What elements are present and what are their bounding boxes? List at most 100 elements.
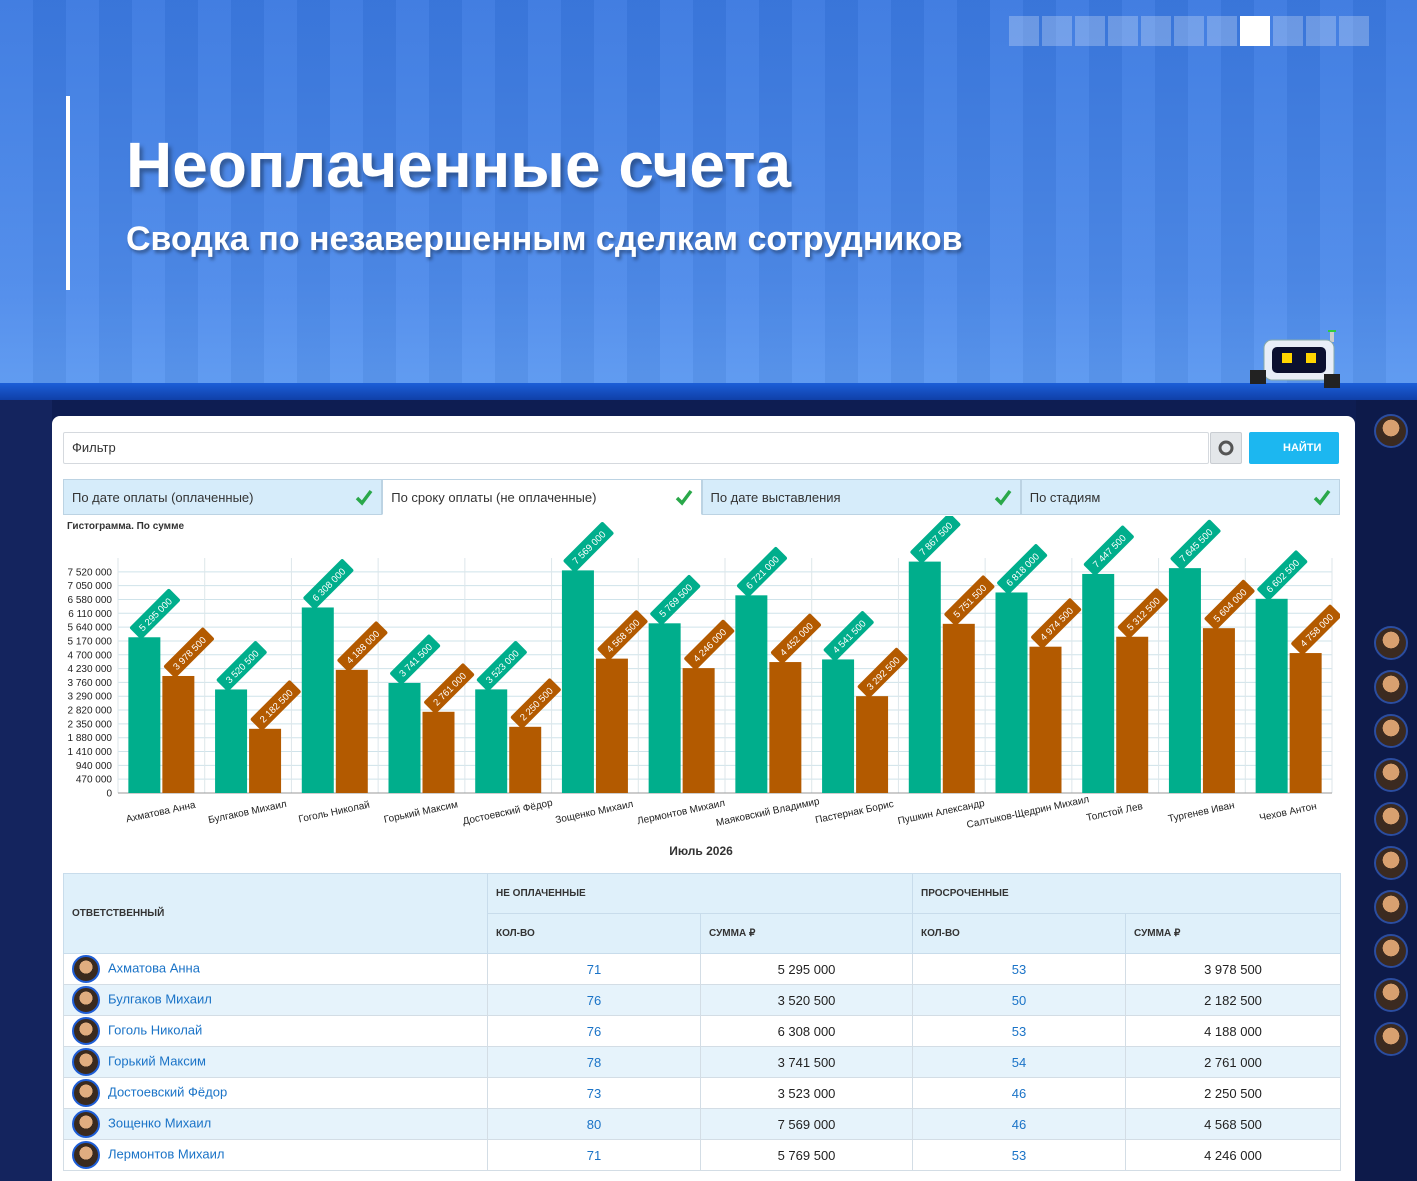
cell-text[interactable]: 53: [1011, 961, 1027, 977]
value-cell: 4 188 000: [1125, 1015, 1341, 1047]
employee-name[interactable]: Достоевский Фёдор: [108, 1084, 228, 1100]
employee-avatar: [72, 1141, 100, 1169]
cell-text[interactable]: 46: [1011, 1085, 1027, 1101]
employee-name[interactable]: Ахматова Анна: [108, 960, 200, 976]
tab[interactable]: По сроку оплаты (не оплаченные): [382, 479, 702, 515]
report-card: Фильтр НАЙТИ По дате оплаты (оплаченные)…: [52, 416, 1355, 1181]
x-tick-label: Лермонтов Михаил: [636, 798, 726, 827]
value-tag: 7 867 500: [910, 516, 961, 564]
y-tick-label: 3 290 000: [68, 692, 113, 703]
y-tick-label: 5 170 000: [68, 636, 113, 647]
tab[interactable]: По дате выставления: [701, 479, 1021, 515]
value-cell: 5 769 500: [700, 1139, 913, 1171]
value-tag-bg: [1031, 598, 1082, 649]
y-tick-label: 1 880 000: [68, 733, 113, 744]
value-tag: 5 604 000: [1204, 579, 1255, 630]
bar: [1029, 646, 1062, 793]
summary-table: ОТВЕТСТВЕННЫЙ НЕ ОПЛАЧЕННЫЕ ПРОСРОЧЕННЫЕ…: [63, 873, 1341, 1171]
bar: [128, 637, 161, 793]
y-tick-label: 6 580 000: [68, 595, 113, 606]
cell-text: 2 761 000: [1204, 1054, 1262, 1070]
value-tag: 6 308 000: [303, 559, 354, 610]
user-avatar[interactable]: [1374, 934, 1408, 968]
bar: [1168, 568, 1201, 793]
cell-text[interactable]: 53: [1011, 1023, 1027, 1039]
value-cell: 4 568 500: [1125, 1108, 1341, 1140]
x-tick-label: Пастернак Борис: [814, 799, 894, 826]
tab[interactable]: По дате оплаты (оплаченные): [63, 479, 383, 515]
x-tick-label: Достоевский Фёдор: [462, 798, 554, 828]
employee-name[interactable]: Зощенко Михаил: [108, 1115, 212, 1131]
check-icon: [675, 489, 692, 506]
user-avatar[interactable]: [1374, 714, 1408, 748]
employee-name[interactable]: Булгаков Михаил: [108, 991, 212, 1007]
value-cell: 71: [487, 953, 701, 985]
user-avatar[interactable]: [1374, 626, 1408, 660]
cell-text: 4 246 000: [1204, 1147, 1262, 1163]
table-row: Достоевский Фёдор 73 3 523 000 46 2 250 500: [63, 1077, 1341, 1109]
cell-text[interactable]: 71: [586, 961, 602, 977]
employee-name[interactable]: Горький Максим: [108, 1053, 206, 1069]
value-cell: 76: [487, 1015, 701, 1047]
value-tag-bg: [650, 575, 701, 625]
user-avatar[interactable]: [1374, 670, 1408, 704]
user-avatar[interactable]: [1374, 846, 1408, 880]
value-tag-bg: [129, 588, 180, 639]
employee-cell: Горький Максим: [63, 1046, 488, 1078]
user-avatar[interactable]: [1374, 802, 1408, 836]
filter-input[interactable]: Фильтр: [63, 432, 1209, 464]
cell-text: 3 523 000: [777, 1085, 836, 1101]
value-tag: 5 751 500: [944, 575, 995, 626]
user-avatar[interactable]: [1374, 758, 1408, 792]
cell-text[interactable]: 50: [1011, 992, 1027, 1008]
cell-text[interactable]: 73: [586, 1085, 602, 1101]
table-row: Горький Максим 78 3 741 500 54 2 761 000: [63, 1046, 1341, 1078]
cell-text[interactable]: 80: [586, 1116, 602, 1132]
y-tick-label: 2 820 000: [68, 706, 113, 717]
value-tag-bg: [424, 663, 475, 714]
employee-cell: Достоевский Фёдор: [63, 1077, 488, 1109]
user-avatar[interactable]: [1374, 890, 1408, 924]
value-tag: 3 523 000: [476, 641, 527, 692]
user-avatar[interactable]: [1374, 1022, 1408, 1056]
column-group-header: ПРОСРОЧЕННЫЕ: [912, 873, 1341, 914]
bar: [1082, 573, 1115, 793]
bar: [1255, 598, 1288, 793]
cell-text[interactable]: 46: [1011, 1116, 1027, 1132]
value-cell: 53: [912, 1139, 1126, 1171]
bar: [769, 662, 802, 793]
cell-text[interactable]: 78: [586, 1054, 602, 1070]
value-tag: 3 741 500: [390, 634, 441, 685]
settings-button[interactable]: [1210, 432, 1242, 464]
y-tick-label: 2 350 000: [68, 719, 113, 730]
value-cell: 46: [912, 1077, 1126, 1109]
value-tag-bg: [684, 619, 735, 670]
employee-avatar: [72, 955, 100, 983]
cell-text: 6 308 000: [777, 1023, 836, 1039]
find-button[interactable]: НАЙТИ: [1249, 432, 1339, 464]
cell-text: 2 182 500: [1204, 992, 1262, 1008]
user-avatar[interactable]: [1374, 414, 1408, 448]
employee-name[interactable]: Гоголь Николай: [108, 1022, 203, 1038]
value-tag: 4 568 500: [597, 610, 648, 661]
value-tag-bg: [337, 621, 388, 672]
value-cell: 80: [487, 1108, 701, 1140]
bar: [735, 595, 768, 793]
column-header: СУММА ₽: [700, 913, 913, 954]
bar: [856, 696, 889, 793]
cell-text[interactable]: 76: [586, 992, 602, 1008]
value-tag-bg: [476, 641, 527, 692]
cell-text[interactable]: 71: [586, 1147, 602, 1163]
cell-text[interactable]: 53: [1011, 1147, 1027, 1163]
value-tag: 2 250 500: [510, 678, 561, 729]
tab[interactable]: По стадиям: [1020, 479, 1340, 515]
employee-name[interactable]: Лермонтов Михаил: [108, 1146, 225, 1162]
value-tag: 3 520 500: [216, 641, 267, 692]
left-sidebar: [0, 400, 52, 1181]
cell-text[interactable]: 76: [586, 1023, 602, 1039]
value-tag-bg: [1291, 604, 1340, 655]
user-avatar[interactable]: [1374, 978, 1408, 1012]
cell-text[interactable]: 54: [1011, 1054, 1027, 1070]
value-tag-bg: [997, 544, 1048, 595]
